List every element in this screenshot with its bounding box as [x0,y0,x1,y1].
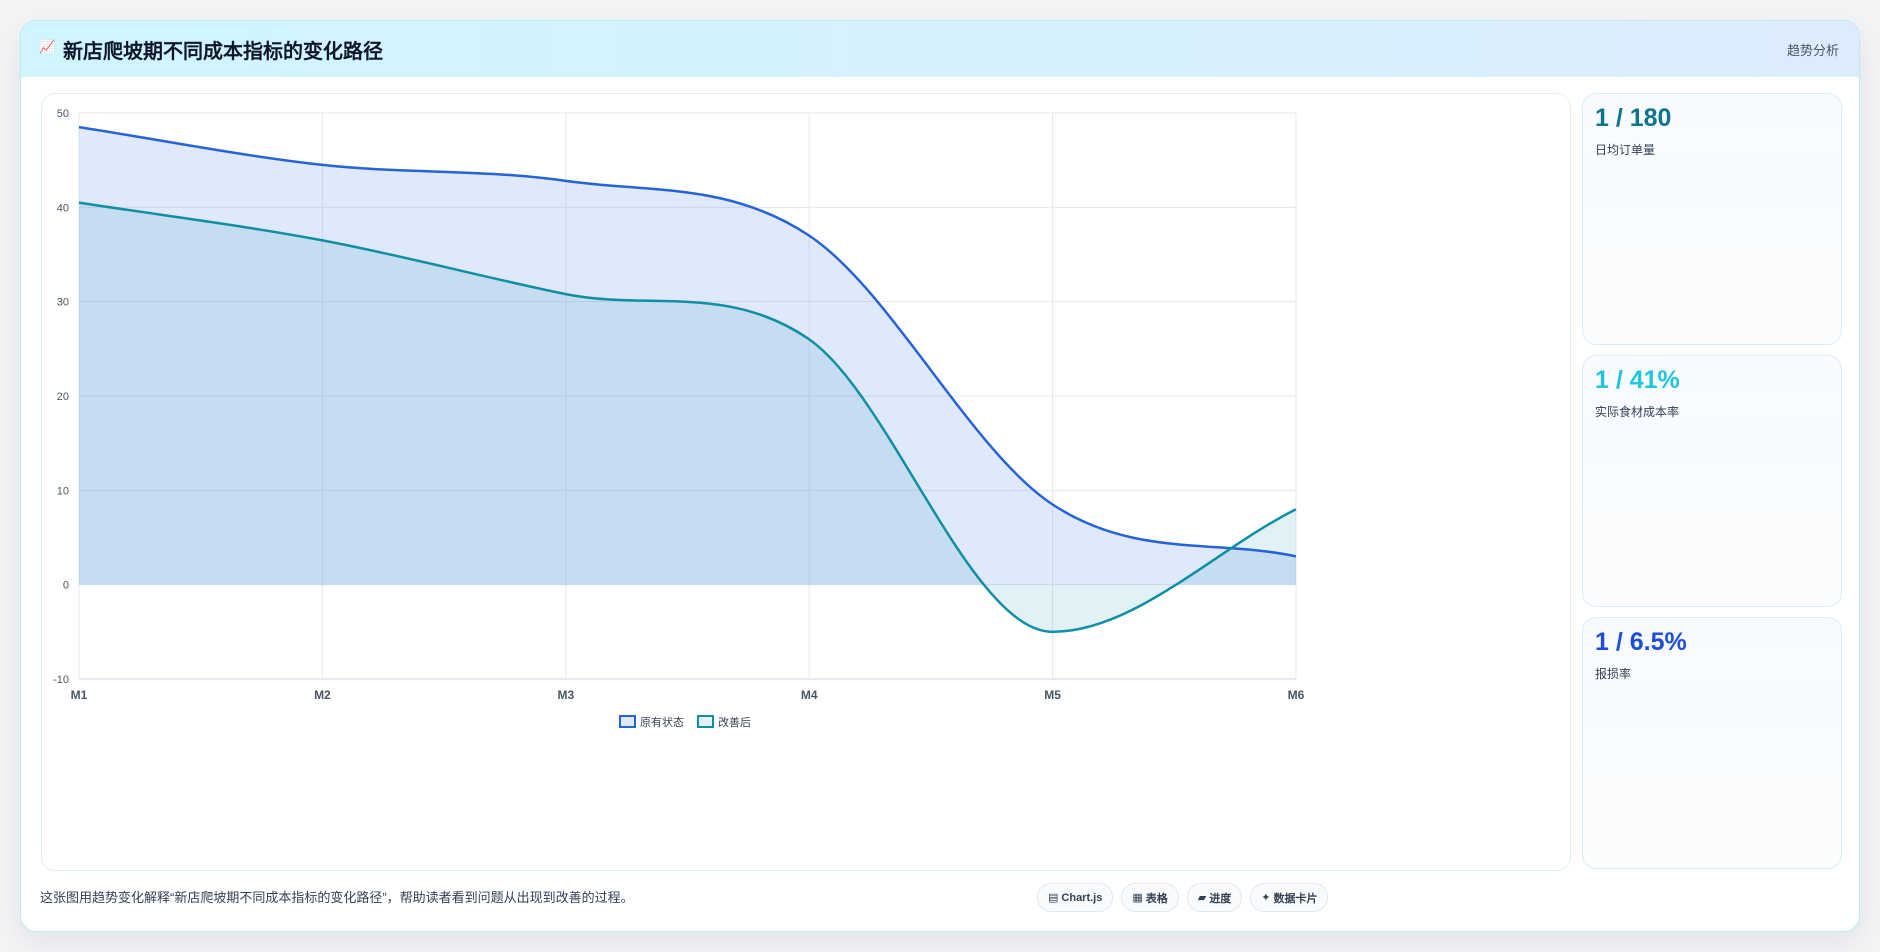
pill-label: 表格 [1145,892,1168,905]
legend-swatch [697,715,714,728]
stat-label: 报损率 [1595,667,1632,681]
x-tick-label: M1 [71,688,88,702]
page-title: 新店爬坡期不同成本指标的变化路径 [63,41,383,63]
pill-group: ▤ Chart.js ▦ 表格 ▰ 进度 ✦ 数据卡片 [1037,883,1329,912]
chart-panel: -10 0 10 20 30 40 50 M1 M2 M3 M4 M5 M6 原有状态 改善后 [41,93,1571,871]
y-tick-label: 10 [57,485,69,497]
x-tick-label: M3 [557,688,574,702]
series-area-1 [79,202,1296,632]
x-tick-label: M5 [1044,688,1061,702]
stat-label: 日均订单量 [1595,143,1656,157]
progress-icon: ▰ [1197,892,1207,904]
legend-label: 改善后 [718,715,751,729]
series-area-0 [79,127,1296,585]
x-tick-label: M2 [314,688,331,702]
table-icon: ▦ [1132,892,1143,904]
y-tick-label: 40 [57,202,69,214]
y-tick-label: 0 [63,580,69,592]
progress-pill[interactable]: ▰ 进度 [1186,883,1243,912]
y-tick-label: 20 [57,391,69,403]
trend-analysis-tag: 趋势分析 [1786,43,1839,58]
chart-icon: ▤ [1048,892,1059,904]
pill-label: 数据卡片 [1273,892,1318,905]
chart-caption: 这张图用趋势变化解释“新店爬坡期不同成本指标的变化路径”，帮助读者看到问题从出现… [40,890,634,905]
x-tick-label: M6 [1288,688,1305,702]
trend-icon: 📈 [39,39,56,54]
stat-value: 1 / 180 [1595,104,1672,132]
y-tick-label: 50 [57,108,69,120]
legend-swatch [619,715,636,728]
stat-card-waste-rate: 1 / 6.5% 报损率 [1582,617,1842,869]
y-tick-label: 30 [57,297,69,309]
x-tick-label: M4 [801,688,818,702]
sparkle-icon: ✦ [1261,892,1271,904]
stat-value: 1 / 6.5% [1595,628,1687,656]
chart-card: 📈 新店爬坡期不同成本指标的变化路径 趋势分析 -10 0 10 20 30 40 50 M1… [20,20,1860,932]
series-line-0 [78,125,1297,558]
legend-label: 原有状态 [640,715,684,729]
y-tick-label: -10 [53,674,69,686]
card-header: 📈 新店爬坡期不同成本指标的变化路径 趋势分析 [21,21,1859,77]
stat-label: 实际食材成本率 [1595,405,1680,419]
stat-value: 1 / 41% [1595,366,1680,394]
data-card-pill[interactable]: ✦ 数据卡片 [1250,883,1329,912]
series-line-1 [78,201,1297,634]
table-pill[interactable]: ▦ 表格 [1121,883,1179,912]
line-chart: -10 0 10 20 30 40 50 M1 M2 M3 M4 M5 M6 原有状态 改善后 [53,108,1305,729]
pill-label: 进度 [1209,892,1232,905]
stat-card-food-cost: 1 / 41% 实际食材成本率 [1582,355,1842,607]
pill-label: Chart.js [1061,891,1103,904]
chartjs-pill[interactable]: ▤ Chart.js [1037,883,1114,912]
stat-card-orders: 1 / 180 日均订单量 [1582,93,1842,345]
